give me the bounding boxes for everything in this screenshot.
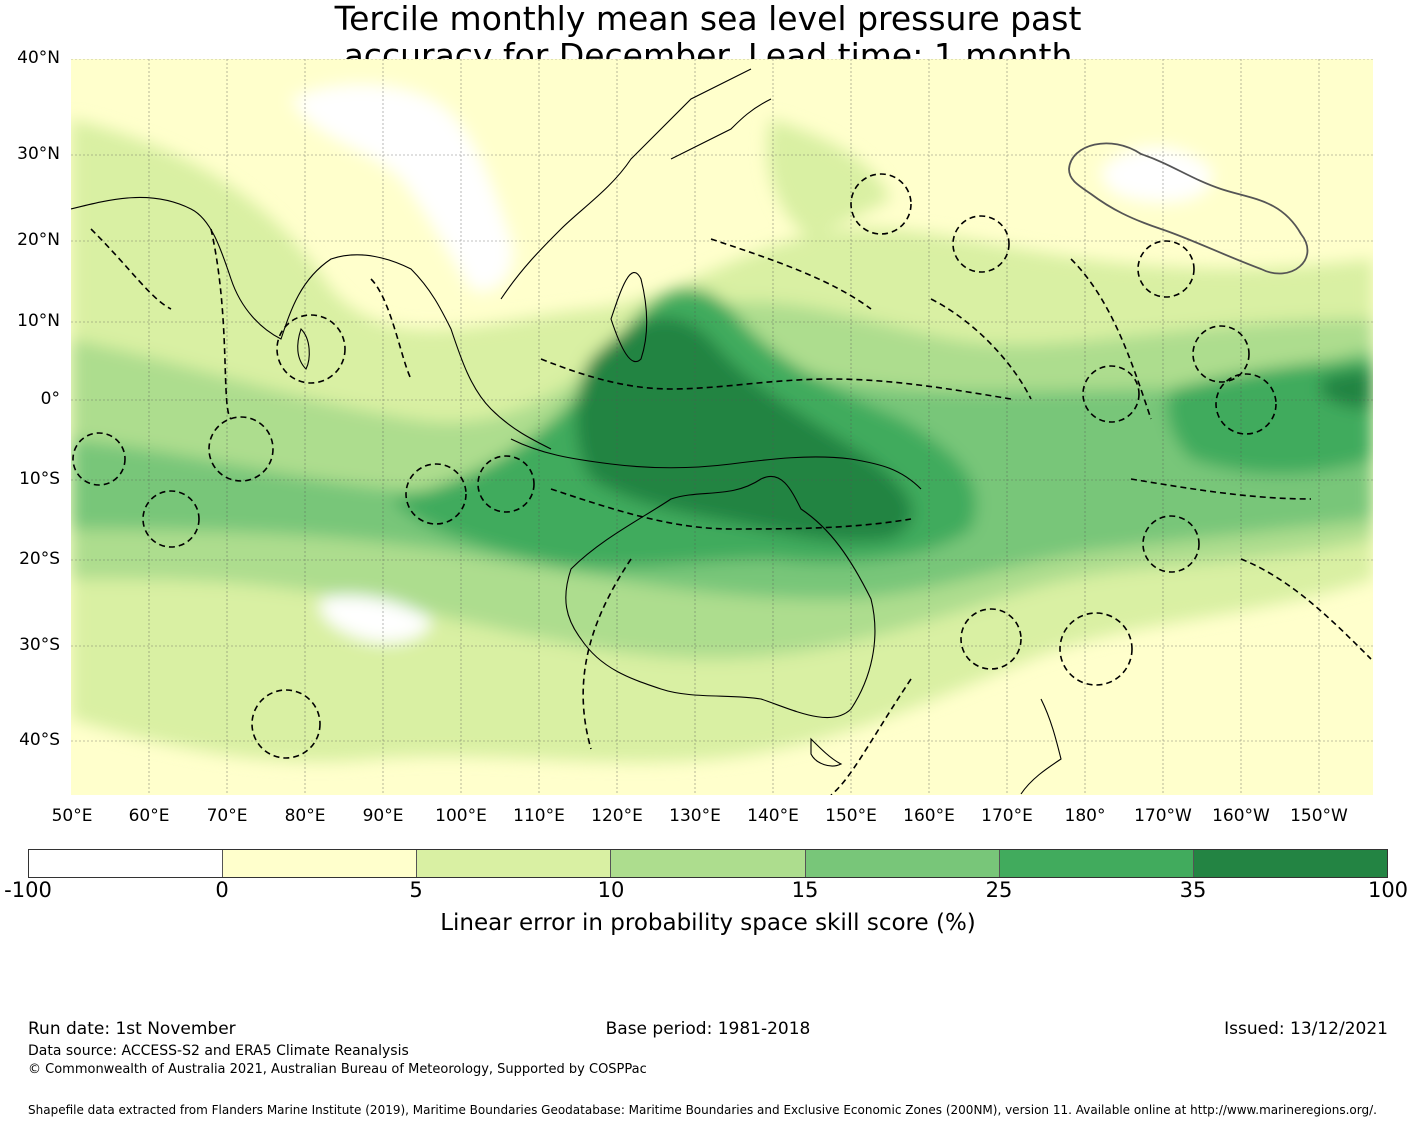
colorbar-tick-8: 100 (1367, 878, 1409, 902)
lon-label-50e: 50°E (51, 806, 93, 826)
colorbar-segment-1 (29, 850, 224, 877)
lon-label-150w: 150°W (1290, 806, 1348, 826)
coastline-japan (670, 98, 772, 160)
eez-boundary-3 (208, 416, 274, 482)
shapefile-credit: Shapefile data extracted from Flanders M… (28, 1103, 1377, 1117)
lon-label-160w: 160°W (1212, 806, 1270, 826)
colorbar-tick-4: 10 (597, 878, 625, 902)
lon-label-60e: 60°E (128, 806, 170, 826)
lon-label-100e: 100°E (435, 806, 487, 826)
eez-boundary-5 (251, 689, 321, 759)
coastlines (71, 68, 1062, 795)
lon-label-140e: 140°E (747, 806, 799, 826)
colorbar (28, 849, 1388, 878)
eez-boundary-6 (405, 463, 467, 525)
colorbar-segment-4 (611, 850, 806, 877)
lon-label-70e: 70°E (206, 806, 248, 826)
eez-boundary-1 (72, 432, 126, 486)
eez-boundary-11 (1192, 325, 1250, 383)
lon-label-170w: 170°W (1134, 806, 1192, 826)
colorbar-tick-1: -100 (4, 878, 52, 902)
lon-label-180: 180° (1064, 806, 1106, 826)
lat-label-10s: 10°S (19, 469, 60, 489)
lat-label-20n: 20°N (17, 230, 60, 250)
colorbar-segment-6 (999, 850, 1194, 877)
colorbar-segment-2 (223, 850, 418, 877)
negative-skill-area-pacific (1101, 146, 1213, 203)
run-date: Run date: 1st November (28, 1019, 236, 1039)
lat-label-30s: 30°S (19, 635, 60, 655)
eez-boundary-2 (142, 490, 200, 548)
map-gridlines (71, 59, 1373, 795)
eez-boundary-13 (1082, 365, 1140, 423)
coastline-sri-lanka (297, 327, 310, 370)
colorbar-label: Linear error in probability space skill … (440, 910, 976, 936)
eez-boundary-4 (276, 314, 346, 384)
colorbar-tick-2: 0 (215, 878, 229, 902)
base-period: Base period: 1981-2018 (605, 1019, 811, 1039)
lon-label-120e: 120°E (591, 806, 643, 826)
colorbar-tick-6: 25 (985, 878, 1013, 902)
lon-label-110e: 110°E (513, 806, 565, 826)
lat-label-40s: 40°S (19, 730, 60, 750)
coastline-new-zealand (1020, 698, 1062, 795)
lat-label-30n: 30°N (17, 144, 60, 164)
outlined-region-north-pacific (1068, 142, 1309, 275)
skill-score-map (71, 59, 1373, 795)
issued-date: Issued: 13/12/2021 (1224, 1019, 1388, 1039)
skill-area-5-10-north (767, 119, 891, 239)
lon-label-130e: 130°E (669, 806, 721, 826)
eez-boundary-12 (1215, 373, 1277, 435)
map-canvas (71, 59, 1373, 795)
eez-boundary-10 (1137, 240, 1195, 298)
eez-boundary-16 (1142, 515, 1200, 573)
lat-label-0: 0° (40, 389, 60, 409)
lon-label-160e: 160°E (903, 806, 955, 826)
eez-boundary-8 (850, 173, 912, 235)
lon-label-170e: 170°E (981, 806, 1033, 826)
negative-skill-area-asia (291, 84, 513, 292)
title-line-1: Tercile monthly mean sea level pressure … (334, 0, 1082, 38)
eez-boundaries (72, 173, 1372, 795)
colorbar-tick-3: 5 (409, 878, 423, 902)
data-source: Data source: ACCESS-S2 and ERA5 Climate … (28, 1043, 409, 1059)
lon-label-80e: 80°E (284, 806, 326, 826)
coastline-tasmania (810, 737, 843, 767)
lat-label-20s: 20°S (19, 549, 60, 569)
colorbar-segment-3 (417, 850, 612, 877)
lon-label-90e: 90°E (362, 806, 404, 826)
coastline-australia (565, 475, 876, 719)
eez-boundary-7 (477, 455, 535, 513)
skill-area-35-100-east (1321, 369, 1373, 409)
lat-label-10n: 10°N (17, 311, 60, 331)
colorbar-segment-7 (1193, 850, 1387, 877)
coastline-indonesia (510, 438, 922, 490)
coastline-philippines (610, 272, 648, 362)
skill-area-35-100 (576, 317, 913, 542)
colorbar-tick-5: 15 (791, 878, 819, 902)
negative-skill-area-indian-ocean (320, 595, 431, 643)
coastline-south-asia (71, 196, 552, 450)
copyright: © Commonwealth of Australia 2021, Austra… (28, 1062, 647, 1077)
chart-title: Tercile monthly mean sea level pressure … (0, 0, 1416, 74)
eez-boundary-9 (952, 215, 1010, 273)
eez-boundary-14 (1059, 612, 1133, 686)
coastline-east-asia (500, 68, 752, 300)
colorbar-tick-7: 35 (1179, 878, 1207, 902)
lat-label-40n: 40°N (17, 48, 60, 68)
eez-boundary-15 (960, 608, 1022, 670)
colorbar-segment-5 (805, 850, 1000, 877)
lon-label-150e: 150°E (825, 806, 877, 826)
eez-boundary-lines (90, 228, 1372, 795)
